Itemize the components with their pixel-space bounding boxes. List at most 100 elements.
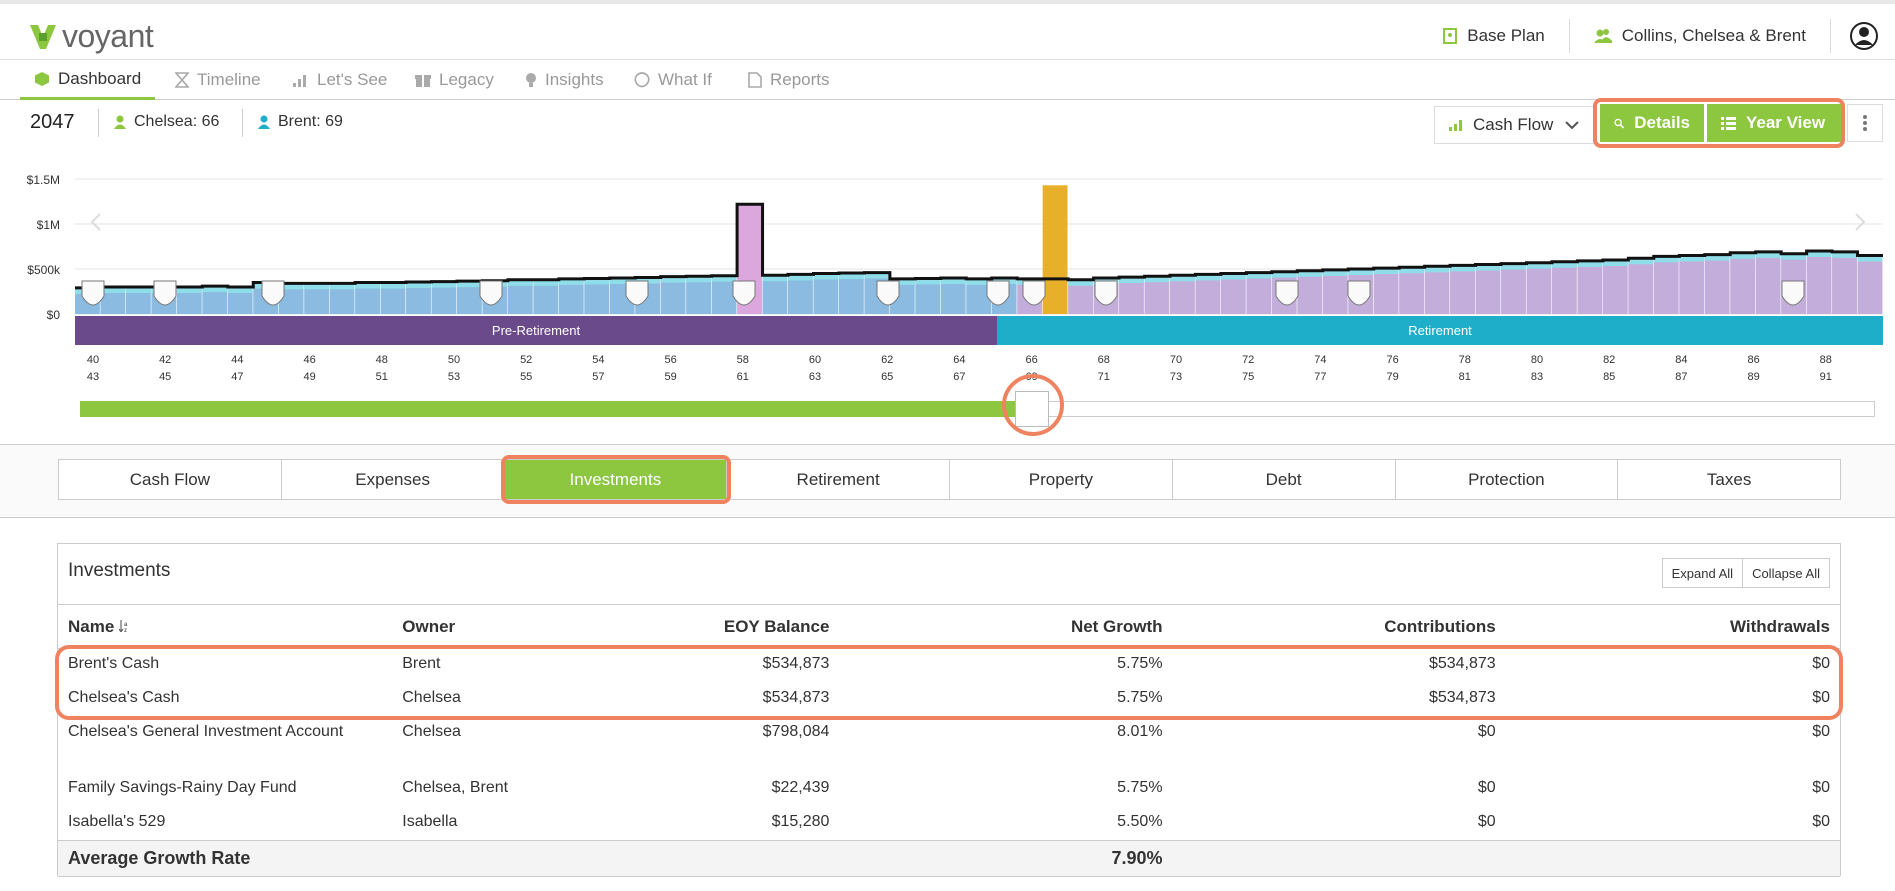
- event-marker-icon: [876, 280, 900, 306]
- empty-cell: [1505, 840, 1840, 877]
- empty-cell: [615, 840, 840, 877]
- y-tick-label: $0: [47, 308, 61, 322]
- chart-bar: [788, 274, 813, 314]
- tab-taxes[interactable]: Taxes: [1706, 469, 1752, 489]
- chart-bar-top: [889, 278, 915, 285]
- table-row[interactable]: Chelsea's General Investment Account Che…: [58, 717, 1840, 773]
- col-owner-header[interactable]: Owner: [392, 604, 616, 649]
- chart-bar-top: [304, 283, 330, 290]
- chart-bar-top: [1169, 275, 1195, 282]
- chart-bar-top: [1475, 264, 1501, 271]
- base-plan-button[interactable]: Base Plan: [1419, 26, 1569, 46]
- age-tick-label: 81: [1459, 371, 1471, 383]
- expand-collapse-group: Expand All Collapse All: [1661, 558, 1830, 588]
- age-tick-label: 46: [303, 354, 315, 366]
- voyant-logo[interactable]: voyant: [28, 18, 154, 54]
- divider: [98, 109, 99, 137]
- cell-contrib: $0: [1477, 778, 1496, 796]
- svg-text:z: z: [124, 628, 127, 632]
- col-contrib-header[interactable]: Contributions: [1172, 604, 1506, 649]
- more-options-button[interactable]: [1847, 104, 1883, 142]
- tab-property[interactable]: Property: [950, 460, 1173, 499]
- chart-bar-top: [1806, 251, 1832, 257]
- chart-bar: [1399, 267, 1425, 314]
- age-tick-label: 59: [664, 371, 676, 383]
- chart-bar-top: [558, 278, 584, 285]
- chart-bar: [660, 276, 686, 314]
- table-row[interactable]: Chelsea's Cash Chelsea $534,873 5.75% $5…: [58, 683, 1840, 717]
- chart-bar-top: [125, 287, 151, 293]
- cell-contrib: $0: [1477, 722, 1496, 740]
- cell-owner: Brent: [402, 655, 441, 672]
- chart-bar: [1246, 272, 1272, 314]
- collapse-all-button[interactable]: Collapse All: [1752, 565, 1820, 581]
- nav-label: Legacy: [439, 70, 494, 89]
- nav-reports[interactable]: Reports: [748, 60, 830, 100]
- chart-bar-top: [431, 281, 457, 288]
- client-button[interactable]: Collins, Chelsea & Brent: [1570, 26, 1830, 46]
- col-eoy-header[interactable]: EOY Balance: [615, 604, 840, 649]
- table-row[interactable]: Family Savings-Rainy Day Fund Chelsea, B…: [58, 773, 1840, 807]
- chart-bar-top: [1144, 276, 1170, 283]
- hourglass-icon: [175, 72, 189, 88]
- nav-what-if[interactable]: What If: [634, 60, 712, 100]
- chart-bar-top: [1755, 251, 1781, 258]
- nav-insights[interactable]: Insights: [525, 60, 604, 100]
- event-marker-icon: [625, 280, 649, 306]
- chart-bar: [1857, 255, 1883, 314]
- table-row[interactable]: Brent's Cash Brent $534,873 5.75% $534,8…: [58, 649, 1840, 683]
- chart-bar: [1297, 270, 1323, 314]
- age-tick-label: 58: [737, 354, 749, 366]
- chart-bar-top: [278, 283, 304, 290]
- age-tick-label: 54: [592, 354, 604, 366]
- tab-expenses[interactable]: Expenses: [282, 460, 505, 499]
- person-icon: [258, 115, 270, 129]
- divider: [1830, 19, 1831, 53]
- age-tick-label: 47: [231, 371, 243, 383]
- event-marker-icon: [261, 280, 285, 306]
- nav-legacy[interactable]: Legacy: [415, 60, 494, 100]
- table-row[interactable]: Isabella's 529 Isabella $15,280 5.50% $0…: [58, 807, 1840, 841]
- age-tick-label: 87: [1675, 371, 1687, 383]
- tab-debt[interactable]: Debt: [1173, 460, 1396, 499]
- document-icon: [748, 72, 762, 88]
- expand-all-button[interactable]: Expand All: [1663, 559, 1744, 587]
- timeline-slider-handle[interactable]: [1015, 391, 1049, 427]
- tab-investments[interactable]: Investments: [504, 460, 728, 499]
- nav-timeline[interactable]: Timeline: [175, 60, 261, 100]
- age-tick-label: 83: [1531, 371, 1543, 383]
- nav-lets-see[interactable]: Let's See: [293, 60, 387, 100]
- nav-dashboard[interactable]: Dashboard: [20, 60, 156, 100]
- chart-bar-top: [915, 278, 941, 285]
- y-tick-label: $500k: [27, 263, 61, 277]
- person2-age: 69: [325, 113, 343, 130]
- empty-cell: [392, 840, 616, 877]
- col-withdraw-header[interactable]: Withdrawals: [1505, 604, 1840, 649]
- details-button[interactable]: Details: [1600, 104, 1704, 142]
- age-tick-label: 91: [1820, 371, 1832, 383]
- tab-cash-flow[interactable]: Cash Flow: [59, 460, 282, 499]
- age-tick-label: 69: [1025, 371, 1037, 383]
- average-row: Average Growth Rate 7.90%: [58, 840, 1840, 877]
- chart-bar: [762, 275, 788, 314]
- tab-retirement[interactable]: Retirement: [727, 460, 950, 499]
- year-view-button[interactable]: Year View: [1707, 104, 1841, 142]
- lightbulb-icon: [526, 73, 536, 87]
- age-tick-label: 52: [520, 354, 532, 366]
- col-growth-header[interactable]: Net Growth: [839, 604, 1173, 649]
- cell-withdraw: $0: [1812, 722, 1830, 740]
- cell-eoy: $22,439: [771, 778, 830, 796]
- voyant-logo-icon: [30, 25, 56, 49]
- divider: [1568, 19, 1570, 53]
- tab-protection[interactable]: Protection: [1396, 460, 1619, 499]
- timeline-slider-fill: [80, 401, 1030, 417]
- chart-bar-top: [1246, 272, 1272, 279]
- cell-contrib: $0: [1477, 812, 1496, 830]
- chart-bar-top: [864, 272, 890, 279]
- age-tick-label: 49: [303, 371, 315, 383]
- selected-year: 2047: [30, 111, 75, 133]
- age-tick-label: 79: [1386, 371, 1398, 383]
- view-select[interactable]: Cash Flow: [1434, 106, 1594, 144]
- account-button[interactable]: [1831, 21, 1895, 51]
